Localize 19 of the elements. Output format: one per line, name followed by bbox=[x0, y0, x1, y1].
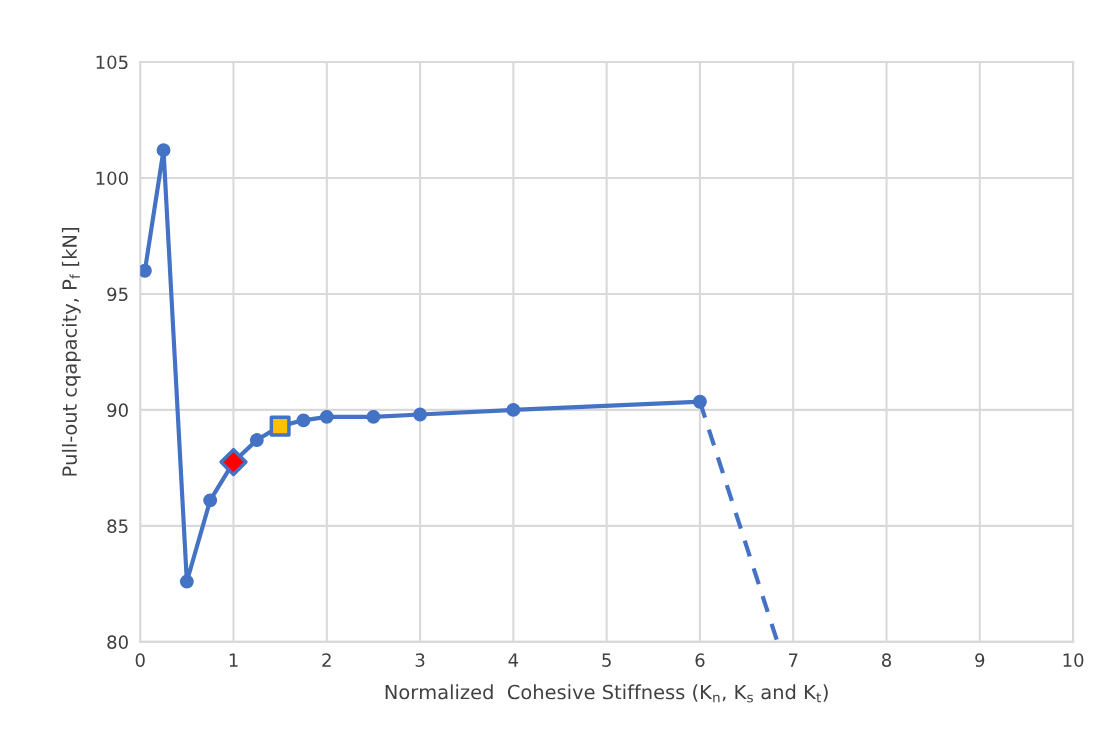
x-tick-label: 7 bbox=[788, 653, 798, 667]
x-tick-label: 4 bbox=[508, 653, 519, 667]
y-tick-label: 100 bbox=[96, 171, 128, 186]
y-tick-label: 105 bbox=[96, 55, 128, 70]
x-tick-label: 10 bbox=[1063, 653, 1084, 667]
x-tick-label: 1 bbox=[229, 653, 238, 667]
y-tick-label: 85 bbox=[107, 519, 128, 533]
x-tick-label: 5 bbox=[602, 653, 611, 667]
y-tick-label: 80 bbox=[107, 635, 128, 649]
y-tick-label: 90 bbox=[107, 403, 128, 418]
x-tick-label: 6 bbox=[695, 653, 705, 667]
x-tick-label: 9 bbox=[975, 653, 985, 667]
x-tick-label: 0 bbox=[135, 653, 145, 667]
x-axis-title: Normalized Cohesive Stiffness (K$_{n}$, K$_{s}$ and K$_{t}$) bbox=[385, 684, 828, 703]
y-tick-label: 95 bbox=[107, 287, 128, 302]
x-tick-label: 3 bbox=[415, 653, 425, 667]
y-axis-title: Pull-out cqapacity, P$_{f}$ [kN] bbox=[61, 228, 81, 476]
x-tick-label: 8 bbox=[881, 653, 892, 667]
x-tick-label: 2 bbox=[322, 653, 331, 667]
